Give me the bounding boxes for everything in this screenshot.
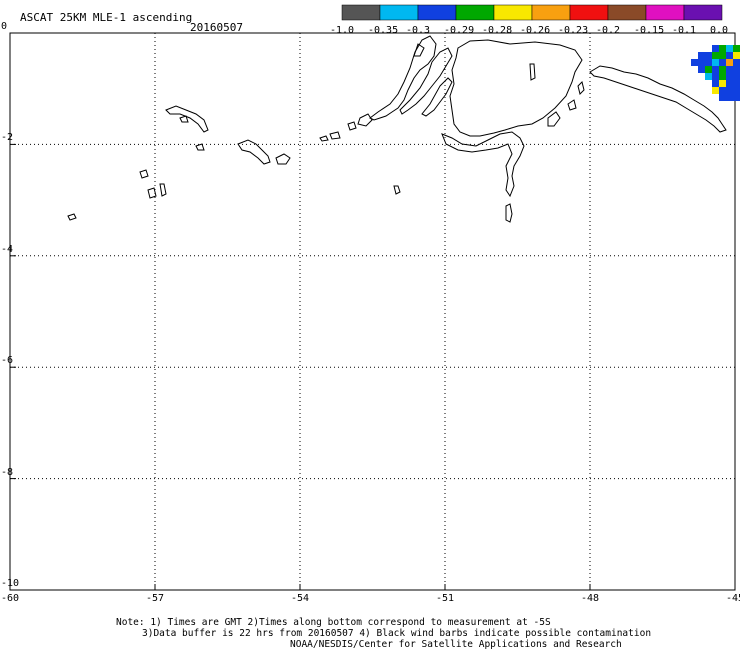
swath-cell: [733, 87, 740, 94]
swath-cell: [733, 52, 740, 59]
swath-cell: [719, 80, 726, 87]
colorbar-label: -0.29: [444, 25, 475, 36]
y-tick-label: -4: [1, 243, 14, 255]
colorbar-label: -0.35: [368, 25, 399, 36]
swath-cell: [712, 73, 719, 80]
swath-cell: [726, 52, 733, 59]
swath-cell: [698, 59, 705, 66]
swath-cell: [733, 66, 740, 73]
axis-ticks: [9, 32, 736, 591]
swath-cell: [698, 66, 705, 73]
swath-cell: [712, 59, 719, 66]
map-title: ASCAT 25KM MLE-1 ascending: [20, 11, 193, 24]
colorbar: [341, 4, 723, 21]
swath-cell: [719, 59, 726, 66]
y-tick-label: 0: [1, 21, 8, 32]
colorbar-swatch: [607, 4, 647, 21]
x-tick-label: -57: [146, 593, 165, 604]
swath-cell: [726, 73, 733, 80]
swath-cell: [712, 66, 719, 73]
note-line-1: Note: 1) Times are GMT 2)Times along bot…: [116, 617, 551, 628]
swath-cell: [705, 59, 712, 66]
swath-cell: [726, 87, 733, 94]
colorbar-label: -0.1: [672, 25, 697, 36]
swath-cell: [691, 59, 698, 66]
swath-cell: [726, 45, 733, 52]
colorbar-swatch: [379, 4, 419, 21]
y-tick-label: -10: [1, 578, 20, 589]
x-tick-label: -54: [291, 593, 310, 604]
colorbar-label: -0.3: [406, 25, 431, 36]
colorbar-label: -0.26: [520, 25, 551, 36]
y-tick-label: -2: [1, 132, 14, 144]
colorbar-swatch: [455, 4, 495, 21]
swath-cell: [712, 87, 719, 94]
x-tick-label: -51: [436, 593, 455, 604]
swath-cell: [719, 87, 726, 94]
colorbar-label: -0.28: [482, 25, 513, 36]
swath-cell: [719, 45, 726, 52]
colorbar-swatch: [531, 4, 571, 21]
swath-cell: [712, 80, 719, 87]
y-tick-label: -6: [1, 355, 14, 367]
grid-lines: [10, 33, 735, 590]
swath-cell: [719, 66, 726, 73]
swath-cell: [705, 52, 712, 59]
colorbar-swatch: [341, 4, 381, 21]
colorbar-label: 0.0: [710, 25, 729, 36]
x-tick-label: -60: [1, 593, 20, 604]
colorbar-swatch: [417, 4, 457, 21]
colorbar-swatch: [683, 4, 723, 21]
scatterometer-swath: [691, 45, 740, 101]
swath-cell: [698, 52, 705, 59]
colorbar-swatch: [493, 4, 533, 21]
coastline-outlines: [67, 35, 727, 223]
y-tick-label: -8: [1, 466, 14, 478]
swath-cell: [719, 52, 726, 59]
colorbar-label: -0.15: [634, 25, 665, 36]
colorbar-swatch: [645, 4, 685, 21]
colorbar-label: -1.0: [330, 25, 355, 36]
swath-cell: [733, 45, 740, 52]
note-line-2: 3)Data buffer is 22 hrs from 20160507 4)…: [142, 628, 652, 639]
plot-frame: [9, 32, 736, 591]
swath-cell: [705, 66, 712, 73]
note-line-3: NOAA/NESDIS/Center for Satellite Applica…: [290, 639, 622, 650]
swath-cell: [726, 80, 733, 87]
swath-cell: [733, 59, 740, 66]
x-tick-label: -45: [726, 593, 740, 604]
colorbar-swatch: [569, 4, 609, 21]
map-date: 20160507: [190, 21, 243, 34]
colorbar-label: -0.2: [596, 25, 621, 36]
swath-cell: [726, 94, 733, 101]
x-tick-label: -48: [581, 593, 600, 604]
swath-cell: [733, 73, 740, 80]
swath-cell: [705, 73, 712, 80]
swath-cell: [726, 59, 733, 66]
swath-cell: [712, 45, 719, 52]
swath-cell: [719, 73, 726, 80]
swath-cell: [712, 52, 719, 59]
swath-cell: [726, 66, 733, 73]
colorbar-label: -0.23: [558, 25, 589, 36]
swath-cell: [733, 94, 740, 101]
swath-cell: [719, 94, 726, 101]
swath-cell: [733, 80, 740, 87]
